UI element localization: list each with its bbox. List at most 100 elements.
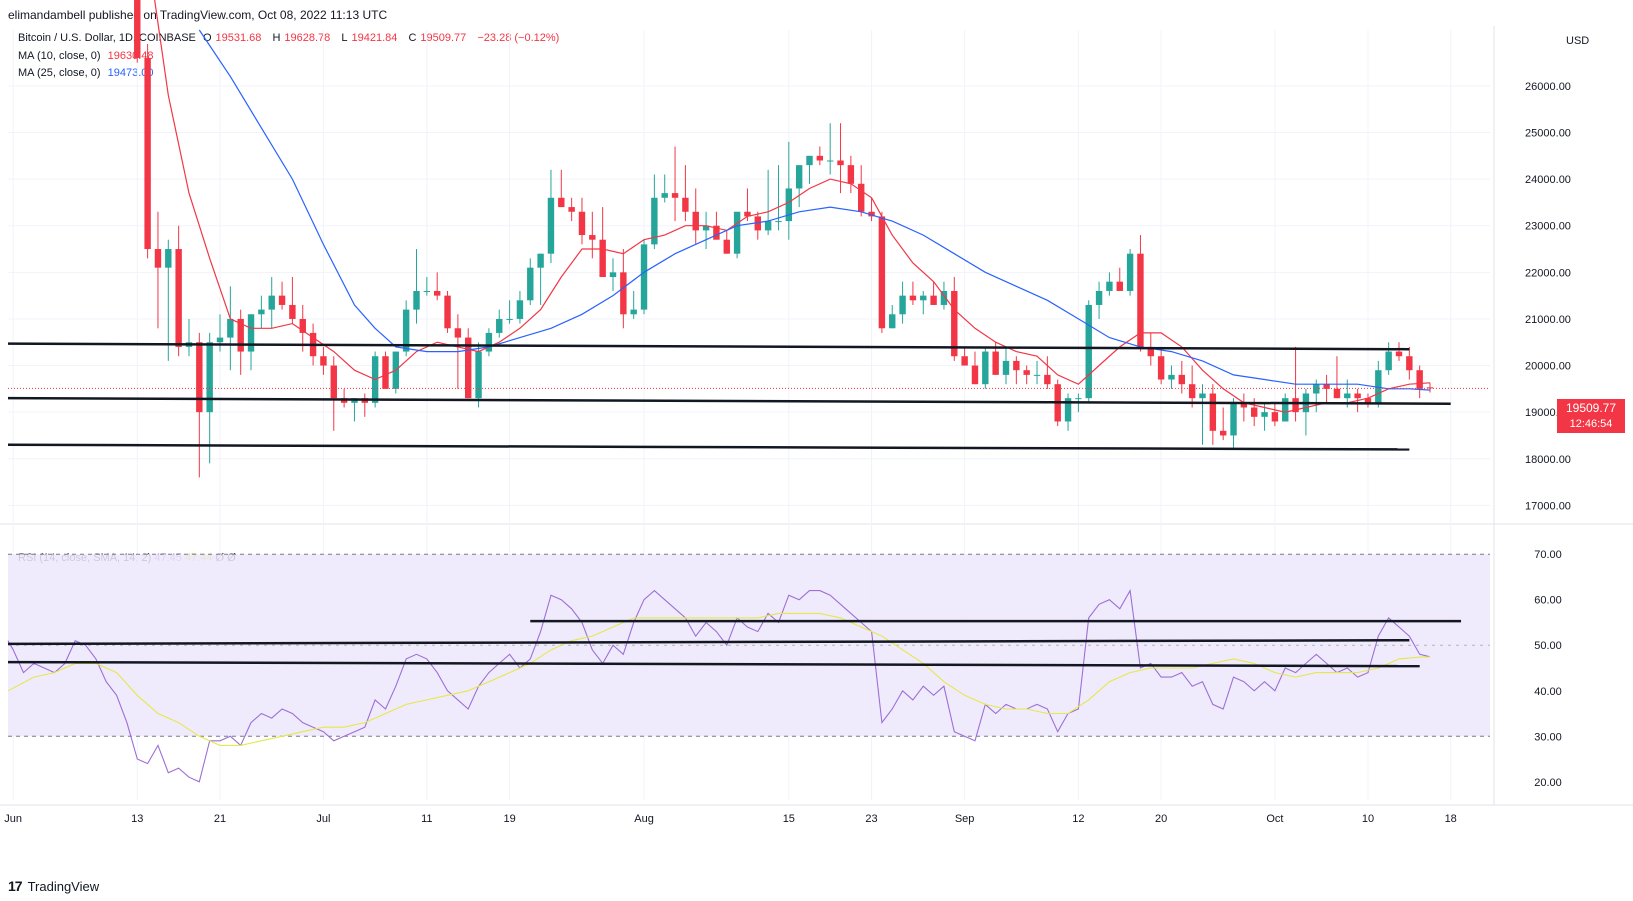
rsi-tick-label: 50.00 xyxy=(1534,640,1562,652)
candle xyxy=(506,300,513,324)
candle-body xyxy=(361,398,369,403)
tradingview-footer[interactable]: 17 TradingView xyxy=(8,878,99,894)
symbol-name[interactable]: Bitcoin / U.S. Dollar, 1D, COINBASE xyxy=(18,32,196,44)
candle xyxy=(899,281,906,324)
candle-body xyxy=(433,290,441,296)
candle xyxy=(185,318,193,357)
candle xyxy=(1168,365,1175,389)
time-tick-label: 23 xyxy=(865,813,877,825)
candle xyxy=(1323,374,1330,403)
ohlc-low: L 19421.84 xyxy=(341,32,398,44)
time-tick-label: Jun xyxy=(4,813,22,825)
candle-body xyxy=(371,356,379,403)
candle-body xyxy=(175,249,182,347)
candle xyxy=(578,197,586,245)
candle xyxy=(1054,379,1061,427)
candle-body xyxy=(630,309,637,315)
candlesticks xyxy=(134,0,1434,478)
candle-body xyxy=(1261,412,1268,417)
candle-body xyxy=(899,295,906,315)
candle-body xyxy=(620,272,627,315)
candle xyxy=(1354,388,1361,413)
candle-body xyxy=(826,160,834,162)
candle-body xyxy=(537,253,544,268)
candle-body xyxy=(816,155,824,161)
candle xyxy=(1375,360,1382,408)
candle-body xyxy=(568,207,575,212)
candle xyxy=(237,309,244,375)
ma10-legend[interactable]: MA (10, close, 0) 19630.48 xyxy=(18,50,158,62)
symbol-legend: Bitcoin / U.S. Dollar, 1D, COINBASE O 195… xyxy=(18,32,563,44)
candle xyxy=(1023,365,1030,385)
candle-body xyxy=(258,309,265,315)
candle xyxy=(289,277,296,324)
price-tick-label: 18000.00 xyxy=(1525,454,1571,466)
candle xyxy=(216,314,224,352)
price-tick-label: 22000.00 xyxy=(1525,267,1571,279)
candle-body xyxy=(858,183,865,212)
price-tick-label: 23000.00 xyxy=(1525,221,1571,233)
candle xyxy=(433,272,441,301)
candle-body xyxy=(330,365,337,399)
candle-body xyxy=(754,216,761,231)
candle xyxy=(630,290,637,319)
candle xyxy=(527,258,534,305)
rsi-tick-label: 40.00 xyxy=(1534,686,1562,698)
candle-body xyxy=(640,244,648,310)
candle-body xyxy=(154,249,162,268)
candle-body xyxy=(599,239,606,277)
price-tick-label: 24000.00 xyxy=(1525,174,1571,186)
candle xyxy=(651,174,658,250)
candle xyxy=(1002,346,1010,385)
candle-body xyxy=(1033,374,1041,376)
candle xyxy=(1271,402,1279,427)
candle xyxy=(1188,365,1196,408)
rsi-legend[interactable]: RSI (14, close, SMA, 14, 2) 47.45 47.44 … xyxy=(18,552,236,564)
candle-body xyxy=(930,295,937,305)
candle xyxy=(826,123,834,175)
candle-body xyxy=(1323,384,1330,389)
rsi-tick-label: 60.00 xyxy=(1534,595,1562,607)
candle xyxy=(196,332,203,478)
trendlines[interactable] xyxy=(7,342,1462,668)
candle xyxy=(1033,360,1041,385)
time-tick-label: Aug xyxy=(634,813,654,825)
candle xyxy=(330,356,337,431)
candle xyxy=(609,258,617,291)
candle xyxy=(1302,388,1310,436)
candle-body xyxy=(1106,281,1113,291)
candle xyxy=(299,304,306,352)
candle-body xyxy=(547,197,555,254)
candle xyxy=(1292,346,1299,422)
candle-body xyxy=(227,318,234,338)
candle-body xyxy=(1375,370,1382,403)
time-tick-label: Jul xyxy=(316,813,330,825)
candle-body xyxy=(289,304,296,319)
candle-body xyxy=(744,211,751,217)
candle-body xyxy=(299,318,306,333)
ma25-legend[interactable]: MA (25, close, 0) 19473.00 xyxy=(18,67,158,79)
candle xyxy=(1344,379,1351,408)
candle-body xyxy=(1157,356,1165,380)
candle-body xyxy=(1116,281,1123,291)
candle-body xyxy=(971,365,979,385)
candle-body xyxy=(651,197,658,245)
candle xyxy=(1209,384,1217,445)
candle-body xyxy=(1054,384,1061,422)
ma10-line xyxy=(154,0,1431,413)
ohlc-open: O 19531.68 xyxy=(202,32,262,44)
ma10-label: MA (10, close, 0) xyxy=(18,50,101,62)
candle-body xyxy=(1178,374,1186,385)
candle xyxy=(247,314,255,371)
candle-body xyxy=(589,235,596,240)
candle xyxy=(1385,342,1392,375)
candle xyxy=(1085,300,1092,403)
candle-body xyxy=(1416,370,1423,389)
candle-body xyxy=(733,211,741,254)
candle xyxy=(640,239,648,315)
candle xyxy=(837,123,844,194)
candle-body xyxy=(1126,253,1134,291)
candle xyxy=(361,393,369,417)
candle xyxy=(682,165,689,222)
